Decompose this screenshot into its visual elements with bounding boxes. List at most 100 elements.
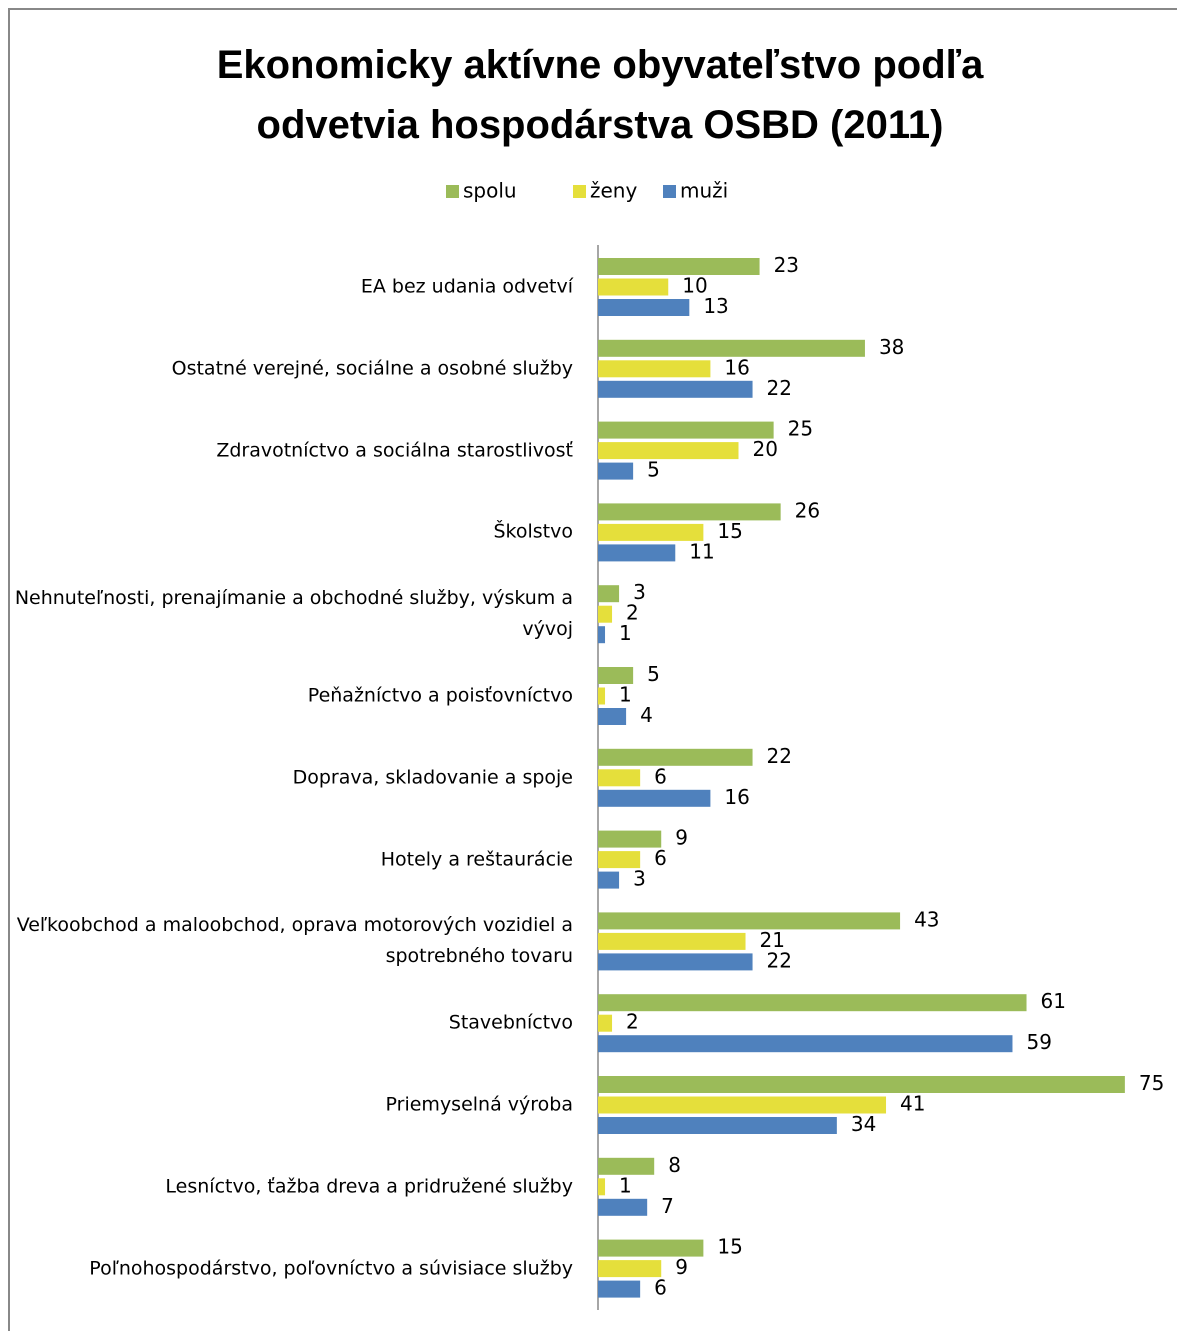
bar xyxy=(598,748,753,766)
bar xyxy=(598,1157,655,1175)
bar xyxy=(598,442,739,460)
bar xyxy=(598,912,901,930)
value-label: 61 xyxy=(1041,989,1066,1013)
value-label: 10 xyxy=(682,274,707,298)
category-label: Nehnuteľnosti, prenajímanie a obchodné s… xyxy=(14,587,573,641)
bar xyxy=(598,953,753,971)
legend-label: ženy xyxy=(590,179,637,203)
value-label: 5 xyxy=(647,458,660,482)
category-label: Ostatné verejné, sociálne a osobné služb… xyxy=(171,357,573,380)
category-label: Hotely a reštaurácie xyxy=(380,848,573,871)
legend-label: muži xyxy=(680,179,728,203)
legend-swatch xyxy=(573,185,586,198)
value-label: 26 xyxy=(795,498,820,522)
bar xyxy=(598,769,641,787)
bar xyxy=(598,830,662,848)
legend-swatch xyxy=(663,185,676,198)
value-label: 2 xyxy=(626,1010,639,1034)
value-label: 1 xyxy=(619,621,632,645)
bar xyxy=(598,1178,606,1196)
value-label: 6 xyxy=(654,1276,667,1300)
value-label: 75 xyxy=(1139,1071,1164,1095)
bar xyxy=(598,1035,1013,1053)
value-label: 7 xyxy=(661,1194,674,1218)
chart-title: Ekonomicky aktívne obyvateľstvo podľa od… xyxy=(216,43,984,147)
value-label: 1 xyxy=(619,1173,632,1197)
bar xyxy=(598,932,746,950)
value-label: 22 xyxy=(767,744,792,768)
category-label: Stavebníctvo xyxy=(448,1011,573,1034)
bar xyxy=(598,667,634,684)
bar xyxy=(598,544,676,562)
legend-label: spolu xyxy=(463,179,517,203)
category-label: Priemyselná výroba xyxy=(385,1093,573,1116)
bar xyxy=(598,299,690,316)
bar xyxy=(598,708,627,725)
bar xyxy=(598,421,774,439)
category-label: Zdravotníctvo a sociálna starostlivosť xyxy=(216,439,573,462)
bar xyxy=(598,1117,837,1134)
bar xyxy=(598,1198,648,1216)
value-label: 5 xyxy=(647,662,660,686)
value-label: 41 xyxy=(900,1092,925,1116)
bar xyxy=(598,1239,704,1257)
bar xyxy=(598,1076,1125,1093)
value-label: 8 xyxy=(668,1153,681,1177)
bar xyxy=(598,1280,641,1298)
bar xyxy=(598,523,704,541)
value-label: 25 xyxy=(788,417,813,441)
value-label: 23 xyxy=(774,253,799,277)
value-label: 6 xyxy=(654,764,667,788)
category-label: Veľkoobchod a maloobchod, oprava motorov… xyxy=(16,914,573,968)
bar xyxy=(598,360,711,378)
value-label: 15 xyxy=(717,519,742,543)
bar xyxy=(598,258,760,275)
value-label: 6 xyxy=(654,846,667,870)
bar xyxy=(598,1260,662,1278)
value-label: 16 xyxy=(724,355,749,379)
bar xyxy=(598,278,669,296)
value-label: 22 xyxy=(767,376,792,400)
value-label: 43 xyxy=(914,907,939,931)
bar xyxy=(598,687,606,705)
bar xyxy=(598,626,606,644)
category-label: Lesníctvo, ťažba dreva a pridružené služ… xyxy=(165,1175,573,1198)
value-label: 15 xyxy=(717,1235,742,1259)
category-label: Školstvo xyxy=(493,520,573,543)
value-label: 9 xyxy=(675,826,688,850)
category-label: Poľnohospodárstvo, poľovníctvo a súvisia… xyxy=(89,1257,573,1280)
bar xyxy=(598,851,641,869)
value-label: 3 xyxy=(633,867,646,891)
bar xyxy=(598,871,620,889)
value-label: 1 xyxy=(619,683,632,707)
bar xyxy=(598,605,613,623)
value-label: 22 xyxy=(767,948,792,972)
bar xyxy=(598,380,753,398)
value-label: 13 xyxy=(703,294,728,318)
bar xyxy=(598,503,781,521)
value-label: 3 xyxy=(633,580,646,604)
bar xyxy=(598,1014,613,1032)
category-label: Peňažníctvo a poisťovníctvo xyxy=(307,684,573,707)
value-label: 11 xyxy=(689,539,714,563)
value-label: 20 xyxy=(753,437,778,461)
category-label: EA bez udania odvetví xyxy=(360,275,573,298)
value-label: 16 xyxy=(724,785,749,809)
bar xyxy=(598,462,634,480)
value-label: 34 xyxy=(851,1112,876,1136)
bar xyxy=(598,789,711,807)
category-label: Doprava, skladovanie a spoje xyxy=(292,766,573,789)
value-label: 4 xyxy=(640,703,653,727)
value-label: 2 xyxy=(626,601,639,625)
value-label: 21 xyxy=(760,928,785,952)
legend-swatch xyxy=(446,185,459,198)
value-label: 59 xyxy=(1026,1030,1051,1054)
bar xyxy=(598,994,1027,1012)
bar xyxy=(598,339,865,357)
value-label: 9 xyxy=(675,1255,688,1279)
bar xyxy=(598,1096,887,1114)
value-label: 38 xyxy=(879,335,904,359)
bar xyxy=(598,585,620,603)
